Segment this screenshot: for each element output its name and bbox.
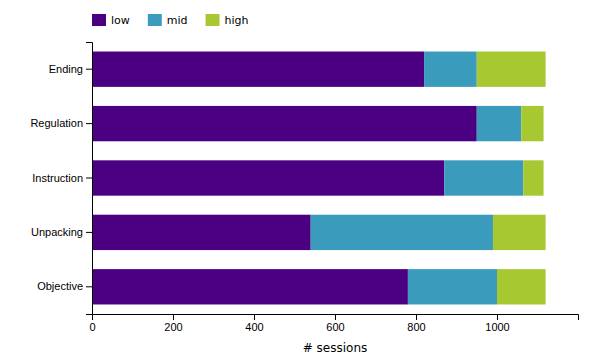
series-1 — [311, 52, 524, 305]
bar-segment — [444, 160, 523, 195]
y-tick-mark — [86, 69, 92, 70]
x-axis-line — [93, 315, 579, 321]
bar-segment — [493, 215, 546, 250]
x-tick-label: 200 — [164, 321, 182, 333]
x-tick: 1000 — [485, 314, 509, 333]
bars — [92, 52, 546, 305]
y-tick: Ending — [49, 63, 92, 75]
y-axis-line — [86, 43, 93, 315]
x-axis-title: # sessions — [303, 341, 368, 355]
x-tick-label: 400 — [245, 321, 263, 333]
x-tick: 800 — [407, 314, 425, 333]
legend-swatch — [92, 14, 106, 26]
y-tick-label: Ending — [49, 63, 83, 75]
x-tick-mark — [254, 314, 255, 320]
bar-segment — [497, 269, 546, 304]
bar-segment — [408, 269, 497, 304]
x-tick-mark — [173, 314, 174, 320]
bar-segment — [92, 269, 408, 304]
bar-segment — [424, 52, 477, 87]
x-tick: 0 — [89, 314, 95, 333]
x-tick-mark — [335, 314, 336, 320]
legend-label: low — [111, 14, 130, 27]
y-tick: Regulation — [30, 117, 92, 129]
chart: 0 200 400 600 800 1000 Objective Unpacking Instr… — [0, 0, 602, 362]
y-tick-label: Objective — [37, 280, 83, 292]
legend-label: high — [225, 14, 249, 27]
legend-item: mid — [148, 14, 188, 27]
plot: 0 200 400 600 800 1000 Objective Unpacking Instr… — [30, 43, 578, 356]
y-axis: Objective Unpacking Instruction Regulation E… — [30, 43, 92, 315]
legend-swatch — [206, 14, 220, 26]
x-tick: 600 — [326, 314, 344, 333]
x-tick-mark — [497, 314, 498, 320]
series-0 — [92, 52, 477, 305]
bar-segment — [477, 106, 522, 141]
legend-swatch — [148, 14, 162, 26]
x-tick-label: 0 — [89, 321, 95, 333]
y-tick-mark — [86, 286, 92, 287]
legend-item: low — [92, 14, 130, 27]
legend: low mid high — [92, 14, 249, 27]
y-tick: Objective — [37, 280, 92, 292]
x-tick-label: 600 — [326, 321, 344, 333]
x-tick-mark — [416, 314, 417, 320]
y-tick: Instruction — [32, 172, 92, 184]
y-tick: Unpacking — [31, 226, 92, 238]
x-tick-label: 1000 — [485, 321, 509, 333]
series-2 — [477, 52, 546, 305]
y-tick-label: Regulation — [30, 117, 83, 129]
y-tick-mark — [86, 232, 92, 233]
bar-segment — [92, 106, 477, 141]
x-axis: 0 200 400 600 800 1000 — [89, 314, 578, 333]
bar-segment — [92, 52, 424, 87]
y-tick-label: Unpacking — [31, 226, 83, 238]
bar-segment — [523, 160, 543, 195]
x-tick: 200 — [164, 314, 182, 333]
legend-item: high — [206, 14, 249, 27]
bar-segment — [477, 52, 546, 87]
bar-segment — [92, 160, 444, 195]
y-tick-mark — [86, 123, 92, 124]
y-tick-label: Instruction — [32, 172, 83, 184]
bar-segment — [92, 215, 311, 250]
x-tick: 400 — [245, 314, 263, 333]
y-tick-mark — [86, 178, 92, 179]
bar-segment — [521, 106, 543, 141]
x-tick-label: 800 — [407, 321, 425, 333]
bar-segment — [311, 215, 493, 250]
legend-label: mid — [167, 14, 188, 27]
